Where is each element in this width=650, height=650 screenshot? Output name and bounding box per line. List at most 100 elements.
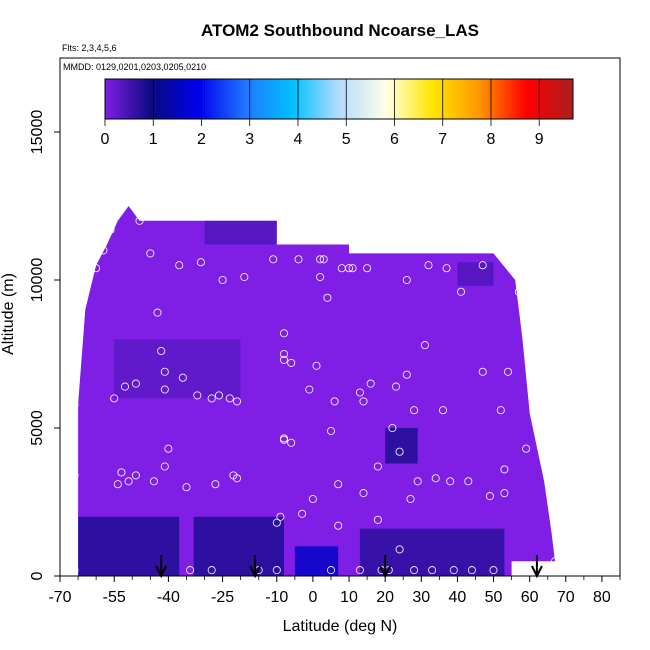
sample-point — [330, 397, 339, 406]
colorbar: 0 1 2 3 4 5 6 7 8 9 — [101, 78, 574, 148]
sample-point — [485, 492, 494, 501]
sample-point — [442, 264, 451, 273]
sample-point — [81, 281, 90, 290]
sample-point — [175, 261, 184, 270]
sample-point — [402, 370, 411, 379]
colorbar-tick-label: 7 — [438, 131, 447, 148]
coverage-area — [78, 206, 555, 576]
sample-point — [478, 367, 487, 376]
sample-point — [269, 255, 278, 264]
sample-point — [456, 287, 466, 296]
x-tick-label: 60 — [521, 589, 539, 606]
x-tick-label: -25 — [211, 589, 234, 606]
x-tick-label: 70 — [557, 589, 575, 606]
sample-point — [178, 373, 187, 382]
sample-point — [373, 515, 382, 524]
sample-point — [355, 388, 364, 397]
x-tick-label: -55 — [103, 589, 126, 606]
y-tick-label: 0 — [29, 571, 46, 580]
arrow-head — [531, 565, 543, 579]
colorbar-tick-label: 0 — [101, 131, 110, 148]
sample-point — [298, 509, 307, 518]
sample-point — [428, 566, 437, 575]
sample-point — [496, 406, 505, 415]
x-tick-label: 40 — [449, 589, 467, 606]
sample-point — [420, 341, 429, 350]
sample-point — [124, 477, 133, 486]
x-tick-label: -70 — [48, 589, 71, 606]
sample-point — [287, 358, 296, 367]
sample-point — [424, 261, 433, 270]
sample-point — [410, 566, 419, 575]
sample-point — [355, 566, 364, 575]
sample-point — [146, 249, 155, 258]
sample-point — [334, 521, 343, 530]
sample-point — [348, 264, 357, 273]
sample-point — [359, 489, 368, 498]
colorbar-tick-label: 8 — [487, 131, 496, 148]
sample-point — [522, 444, 531, 453]
sample-point — [160, 385, 169, 394]
sample-point — [373, 462, 382, 471]
sample-point — [149, 477, 158, 486]
sample-point — [344, 264, 354, 273]
sample-point — [489, 566, 498, 575]
colorbar-gradient — [104, 78, 574, 120]
field-region — [294, 546, 339, 576]
sample-point — [276, 512, 285, 521]
sample-point — [196, 258, 205, 267]
sample-point — [232, 397, 242, 406]
colorbar-tick-label: 3 — [245, 131, 254, 148]
sample-point — [366, 379, 375, 388]
sample-point — [131, 471, 140, 480]
arrow-head — [155, 565, 168, 579]
sample-point — [305, 385, 314, 394]
colorbar-tick-label: 9 — [535, 131, 544, 148]
sample-point — [316, 272, 325, 282]
sample-point — [500, 489, 509, 498]
sample-point — [142, 207, 151, 216]
sample-point — [316, 255, 325, 264]
sample-point — [503, 367, 513, 376]
x-axis: -70 -55 -40 -25 -10 0 10 20 30 40 50 60 70 80 — [48, 576, 621, 606]
sample-point — [402, 275, 411, 285]
colorbar-tick-label: 2 — [197, 131, 206, 148]
x-tick-label: 50 — [485, 589, 503, 606]
x-tick-label: 10 — [340, 589, 358, 606]
sample-point — [326, 566, 336, 575]
field-regions — [78, 220, 505, 576]
plot-frame — [59, 57, 621, 577]
sample-point — [70, 400, 79, 409]
sample-point — [211, 480, 220, 489]
sample-point — [449, 566, 458, 575]
sample-point — [92, 264, 101, 273]
sample-point — [70, 566, 79, 575]
sample-point — [207, 566, 216, 575]
sample-point — [279, 329, 289, 338]
sample-point — [467, 566, 476, 575]
field-region — [204, 220, 277, 245]
sample-point — [410, 406, 419, 415]
colorbar-tick-label: 1 — [149, 131, 158, 148]
x-tick-label: 20 — [376, 589, 394, 606]
y-tick-label: 15000 — [29, 110, 46, 155]
sample-point — [388, 423, 397, 433]
sample-point — [431, 474, 440, 483]
sample-point — [391, 382, 401, 391]
sample-point — [106, 225, 115, 234]
sample-point — [157, 346, 166, 356]
field-region — [114, 339, 241, 399]
y-axis: 0 5000 10000 15000 — [29, 110, 60, 580]
sample-point — [113, 480, 122, 489]
sample-point — [438, 406, 448, 415]
x-tick-label: 0 — [308, 589, 317, 606]
sample-point — [279, 349, 289, 359]
sample-point — [218, 275, 227, 285]
colorbar-ticks: 0 1 2 3 4 5 6 7 8 9 — [101, 79, 544, 148]
sample-point — [319, 255, 328, 264]
sample-point — [153, 308, 162, 317]
plot-area — [70, 206, 560, 576]
sample-point — [478, 261, 487, 270]
sample-point — [186, 566, 195, 575]
